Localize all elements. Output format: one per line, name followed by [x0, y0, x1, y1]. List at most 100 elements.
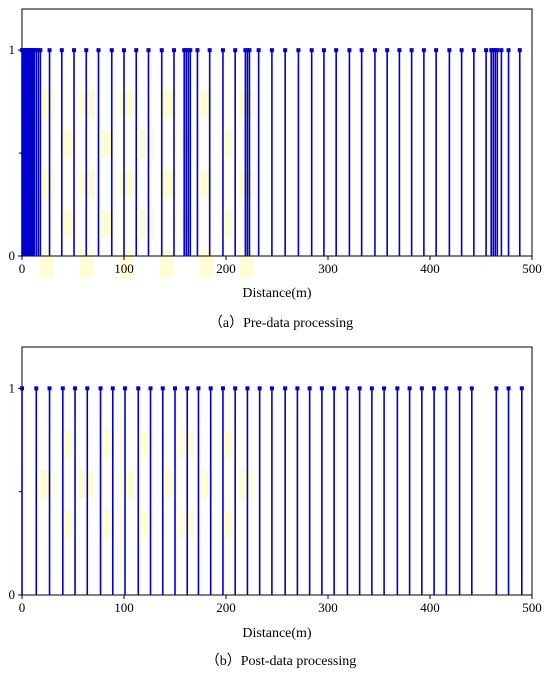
stem-marker-1-34: [444, 386, 449, 391]
stem-marker-0-53: [447, 48, 452, 53]
stem-marker-1-3: [60, 386, 65, 391]
stem-marker-1-15: [208, 386, 213, 391]
watermark-block: [240, 250, 254, 278]
stem-marker-1-1: [34, 386, 39, 391]
x-tick-label-0-2: 200: [216, 261, 236, 276]
stem-marker-1-27: [357, 386, 362, 391]
stem-marker-1-38: [506, 386, 511, 391]
x-tick-label-0-0: 0: [19, 261, 26, 276]
stem-marker-0-30: [188, 48, 193, 53]
stem-marker-1-21: [283, 386, 288, 391]
watermark-block: [220, 130, 234, 158]
y-ticks-a: 01: [9, 42, 22, 263]
stem-marker-0-32: [207, 48, 212, 53]
stem-marker-0-24: [146, 48, 151, 53]
stem-marker-0-56: [484, 48, 489, 53]
watermark-block: [40, 470, 54, 498]
stem-marker-0-47: [372, 48, 377, 53]
stem-marker-0-25: [159, 48, 164, 53]
watermark-block: [160, 90, 174, 118]
stem-marker-0-26: [171, 48, 176, 53]
plot-area-b: [21, 346, 533, 596]
watermark-block: [60, 130, 74, 158]
watermark-block: [100, 210, 114, 238]
stem-marker-1-11: [160, 386, 165, 391]
watermark-block: [100, 510, 114, 538]
x-tick-label-0-4: 400: [420, 261, 440, 276]
watermark-block: [80, 250, 94, 278]
x-axis-label-a: Distance(m): [242, 286, 312, 301]
watermark-block: [100, 430, 114, 458]
watermark-block: [120, 90, 134, 118]
stem-marker-1-37: [494, 386, 499, 391]
stem-marker-1-35: [457, 386, 462, 391]
stem-marker-0-41: [296, 48, 301, 53]
watermark-block: [40, 170, 54, 198]
stem-marker-0-58: [491, 48, 496, 53]
stem-marker-1-28: [369, 386, 374, 391]
watermark-block: [140, 130, 154, 158]
stem-marker-1-25: [332, 386, 337, 391]
watermark-block: [40, 90, 54, 118]
stem-marker-0-36: [245, 48, 250, 53]
stem-marker-1-16: [220, 386, 225, 391]
watermark-block: [100, 130, 114, 158]
stem-marker-0-22: [122, 48, 126, 53]
stem-marker-1-23: [307, 386, 312, 391]
watermark-block: [200, 470, 214, 498]
stem-marker-0-51: [421, 48, 426, 53]
chart-a: 0 100 200 300 400 500 01 Distance(m) （a）Pre-d…: [9, 8, 542, 331]
stem-marker-0-39: [269, 48, 274, 53]
y-tick-label-1-0: 0: [9, 587, 16, 602]
stem-marker-0-28: [184, 48, 189, 53]
stem-marker-0-35: [243, 48, 248, 53]
stem-marker-0-19: [84, 48, 89, 53]
x-ticks-a: 0 100 200 300 400 500: [19, 256, 542, 276]
stem-marker-0-54: [459, 48, 464, 53]
stem-marker-1-18: [245, 386, 250, 391]
stem-marker-1-17: [233, 386, 238, 391]
stem-marker-1-8: [123, 386, 128, 391]
stem-marker-1-32: [419, 386, 424, 391]
stem-marker-0-38: [256, 48, 261, 53]
watermark-block: [60, 210, 74, 238]
watermark-block: [220, 430, 234, 458]
stem-marker-1-31: [407, 386, 412, 391]
watermark-block: [200, 170, 214, 198]
stem-marker-0-18: [72, 48, 77, 53]
x-tick-label-0-5: 500: [522, 261, 542, 276]
x-tick-label-1-2: 200: [216, 600, 236, 615]
x-tick-label-0-1: 100: [114, 261, 134, 276]
watermark-block: [140, 430, 154, 458]
stem-marker-0-15: [38, 48, 43, 53]
y-ticks-b: 01: [9, 380, 22, 602]
stem-marker-1-9: [136, 386, 141, 391]
stem-marker-0-12: [32, 48, 37, 53]
stem-marker-1-13: [185, 386, 190, 391]
stem-marker-1-5: [85, 386, 90, 391]
stem-marker-1-4: [73, 386, 78, 391]
stem-marker-0-60: [495, 48, 500, 53]
stem-marker-0-43: [321, 48, 326, 53]
stem-marker-0-20: [96, 48, 101, 53]
stem-marker-1-6: [98, 386, 103, 391]
watermark-block: [120, 470, 134, 498]
stem-marker-0-21: [109, 48, 114, 53]
stem-marker-1-2: [47, 386, 52, 391]
stem-marker-0-33: [220, 48, 225, 53]
stem-marker-0-44: [334, 48, 339, 53]
x-tick-label-0-3: 300: [318, 261, 338, 276]
stem-marker-0-37: [247, 48, 252, 53]
watermark-block: [200, 90, 214, 118]
stem-marker-0-23: [134, 48, 139, 53]
stem-marker-1-7: [110, 386, 115, 391]
stem-marker-0-61: [499, 48, 504, 53]
stem-marker-0-34: [233, 48, 238, 53]
stem-marker-0-57: [489, 48, 494, 53]
watermark-block: [140, 210, 154, 238]
stem-marker-0-63: [517, 48, 522, 53]
stem-marker-0-48: [385, 48, 390, 53]
stem-marker-0-59: [493, 48, 498, 53]
watermark-block: [200, 250, 214, 278]
stem-marker-0-17: [59, 48, 64, 53]
